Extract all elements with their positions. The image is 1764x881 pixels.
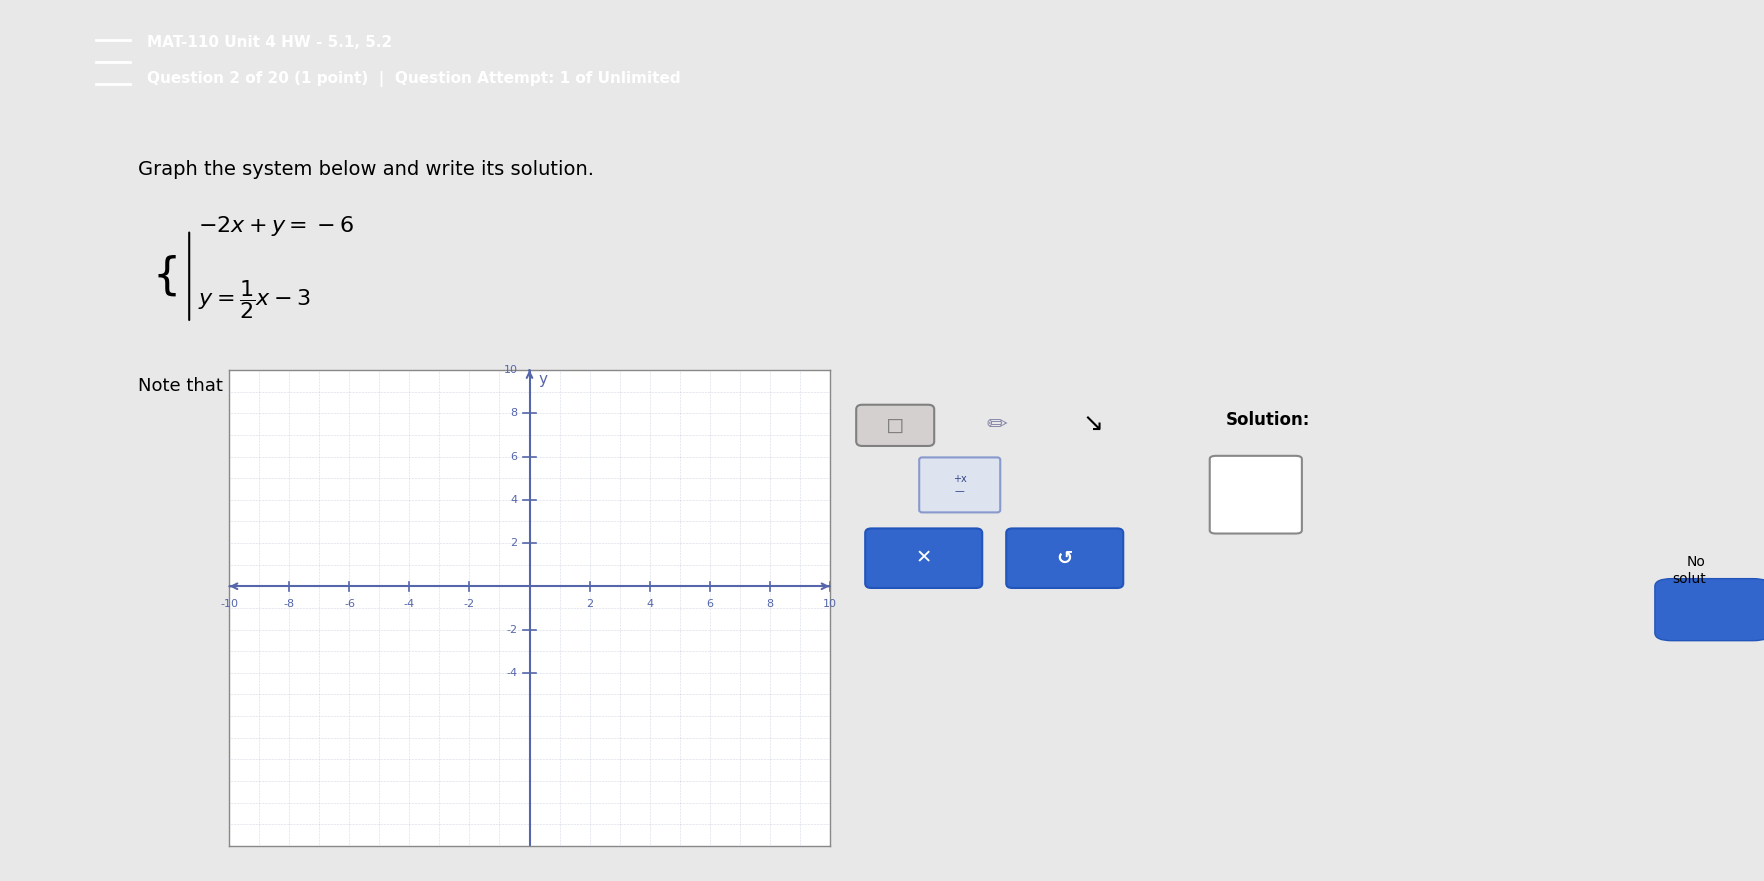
FancyBboxPatch shape <box>864 529 981 588</box>
Text: 10: 10 <box>822 599 836 610</box>
Text: ↘: ↘ <box>1081 413 1102 437</box>
Text: $-2x+y=-6$: $-2x+y=-6$ <box>198 214 353 238</box>
Text: Solution:: Solution: <box>1224 411 1309 429</box>
Text: {: { <box>152 255 180 298</box>
Text: ✕: ✕ <box>916 549 931 567</box>
Text: -2: -2 <box>464 599 475 610</box>
Text: 2: 2 <box>586 599 593 610</box>
Text: No
solut: No solut <box>1671 555 1704 586</box>
FancyBboxPatch shape <box>919 457 1000 513</box>
Text: Note that you can also answer "No solution" or "Infinitely many" solutions.: Note that you can also answer "No soluti… <box>138 377 811 395</box>
Text: +x
—: +x — <box>953 474 967 496</box>
Text: -8: -8 <box>284 599 295 610</box>
Text: 2: 2 <box>510 538 517 548</box>
Text: ↺: ↺ <box>1057 549 1073 567</box>
Text: 8: 8 <box>766 599 773 610</box>
Text: 6: 6 <box>706 599 713 610</box>
Text: $y=\dfrac{1}{2}x-3$: $y=\dfrac{1}{2}x-3$ <box>198 278 310 321</box>
Text: ✏: ✏ <box>986 413 1007 437</box>
Text: 10: 10 <box>503 365 517 375</box>
FancyBboxPatch shape <box>1208 455 1302 534</box>
Text: 4: 4 <box>646 599 653 610</box>
FancyBboxPatch shape <box>1655 579 1764 640</box>
Text: y: y <box>538 372 547 387</box>
Text: 8: 8 <box>510 408 517 418</box>
Text: Question 2 of 20 (1 point)  |  Question Attempt: 1 of Unlimited: Question 2 of 20 (1 point) | Question At… <box>146 71 681 87</box>
Text: -4: -4 <box>404 599 415 610</box>
Text: -10: -10 <box>220 599 238 610</box>
Text: -2: -2 <box>506 625 517 634</box>
FancyBboxPatch shape <box>1005 529 1122 588</box>
Text: 6: 6 <box>510 452 517 462</box>
FancyBboxPatch shape <box>856 404 933 446</box>
Text: ◻: ◻ <box>886 415 903 435</box>
Text: -4: -4 <box>506 668 517 677</box>
Text: Graph the system below and write its solution.: Graph the system below and write its sol… <box>138 160 594 179</box>
Text: MAT-110 Unit 4 HW - 5.1, 5.2: MAT-110 Unit 4 HW - 5.1, 5.2 <box>146 34 392 50</box>
Text: -6: -6 <box>344 599 355 610</box>
Text: 4: 4 <box>510 495 517 505</box>
